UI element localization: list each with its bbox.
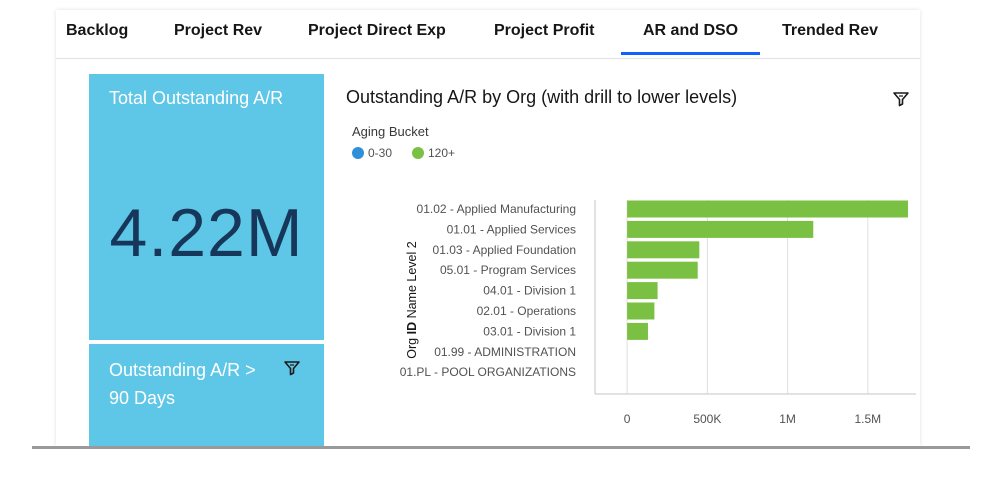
category-label: 01.03 - Applied Foundation	[433, 243, 576, 257]
divider	[32, 446, 970, 449]
legend-item-120-plus[interactable]: 120+	[412, 146, 455, 160]
category-label: 03.01 - Division 1	[483, 324, 576, 338]
legend-swatch	[412, 147, 424, 159]
tab-backlog[interactable]: Backlog	[66, 22, 129, 39]
tab-project-profit[interactable]: Project Profit	[494, 22, 595, 39]
tab-ar-and-dso[interactable]: AR and DSO	[620, 22, 761, 55]
chart-title: Outstanding A/R by Org (with drill to lo…	[346, 87, 738, 107]
tab-bar: Backlog Project Rev Project Direct Exp P…	[56, 10, 920, 59]
y-axis-title: Org ID Name Level 2	[405, 241, 419, 358]
kpi-value: 4.22M	[109, 195, 304, 271]
category-label: 01.02 - Applied Manufacturing	[417, 202, 576, 216]
category-label: 01.99 - ADMINISTRATION	[434, 345, 576, 359]
x-tick-label: 500K	[693, 412, 721, 426]
x-tick-label: 1.5M	[855, 412, 882, 426]
filter-icon[interactable]	[283, 359, 301, 377]
legend-title: Aging Bucket	[352, 124, 429, 139]
bar[interactable]	[627, 200, 908, 218]
total-outstanding-ar-tile[interactable]: Total Outstanding A/R 4.22M	[89, 74, 324, 340]
tab-project-rev[interactable]: Project Rev	[174, 22, 263, 39]
outstanding-ar-90-days-tile[interactable]: Outstanding A/R > 90 Days	[89, 344, 324, 446]
x-tick-label: 0	[624, 412, 631, 426]
legend-label: 120+	[428, 146, 456, 160]
kpi-title: Total Outstanding A/R	[109, 88, 284, 108]
tab-project-direct-exp[interactable]: Project Direct Exp	[308, 22, 446, 39]
bar[interactable]	[627, 322, 648, 340]
bar[interactable]	[627, 282, 658, 300]
category-label: 02.01 - Operations	[477, 304, 576, 318]
category-label: 04.01 - Division 1	[483, 284, 576, 298]
legend-swatch	[352, 147, 364, 159]
x-tick-label: 1M	[779, 412, 796, 426]
bar[interactable]	[627, 302, 655, 320]
category-label: 05.01 - Program Services	[440, 263, 576, 277]
kpi-secondary-title: Outstanding A/R > 90 Days	[109, 360, 256, 408]
legend-item-0-30[interactable]: 0-30	[352, 146, 392, 160]
legend-label: 0-30	[368, 146, 393, 160]
category-label: 01.01 - Applied Services	[447, 222, 576, 236]
category-label: 01.PL - POOL ORGANIZATIONS	[400, 365, 576, 379]
bar[interactable]	[627, 241, 700, 259]
filter-icon[interactable]	[892, 90, 910, 108]
ar-by-org-bar-chart: 01.02 - Applied Manufacturing 01.01 - App…	[400, 200, 916, 426]
tab-trended-rev[interactable]: Trended Rev	[782, 22, 879, 39]
dashboard-card: Backlog Project Rev Project Direct Exp P…	[56, 10, 920, 446]
bar[interactable]	[627, 220, 814, 238]
bar[interactable]	[627, 261, 698, 279]
